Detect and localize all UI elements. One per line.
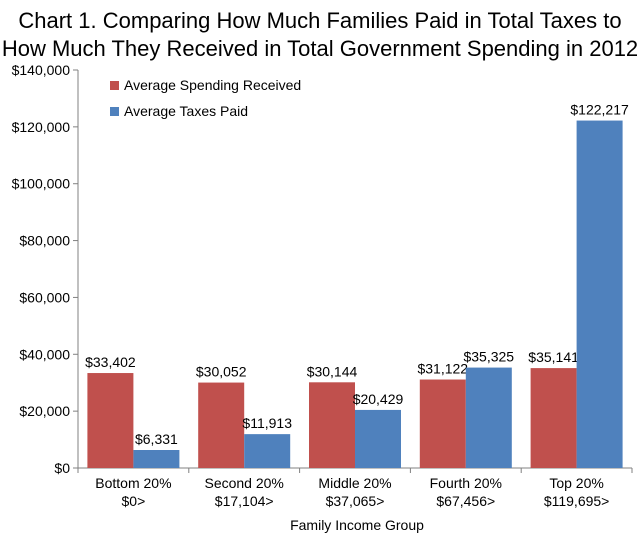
legend: Average Spending Received Average Taxes P…	[110, 77, 301, 119]
bar-spending	[87, 373, 134, 468]
x-tick-label: Bottom 20%	[95, 475, 171, 491]
legend-swatch	[110, 107, 119, 116]
y-tick-label: $0	[54, 460, 70, 476]
x-tick-label: Fourth 20%	[430, 475, 502, 491]
data-label: $122,217	[570, 102, 629, 118]
y-tick-label: $140,000	[12, 62, 71, 78]
y-tick-label: $120,000	[12, 119, 71, 135]
x-tick-label: Second 20%	[204, 475, 283, 491]
data-label: $35,141	[528, 349, 579, 365]
data-label: $33,402	[85, 354, 136, 370]
data-label: $35,325	[463, 349, 514, 365]
plot-area: $0 $20,000 $40,000 $60,000 $80,000 $100,000 $1…	[12, 62, 633, 509]
x-axis-title: Family Income Group	[290, 517, 424, 533]
bar-taxes	[465, 367, 512, 468]
bar-taxes	[576, 120, 623, 468]
y-tick-label: $60,000	[19, 289, 70, 305]
x-tick-label: $17,104>	[215, 493, 274, 509]
data-label: $30,144	[307, 363, 358, 379]
x-tick-label: Middle 20%	[318, 475, 391, 491]
data-label: $11,913	[242, 415, 292, 431]
bar-spending	[419, 379, 466, 468]
bar-taxes	[355, 409, 401, 468]
y-tick-label: $80,000	[19, 233, 70, 249]
bar-spending	[530, 368, 577, 468]
bar-spending	[198, 382, 245, 468]
x-tick-label: $37,065>	[326, 493, 385, 509]
legend-swatch	[110, 81, 119, 90]
data-label: $30,052	[196, 364, 247, 380]
legend-label: Average Taxes Paid	[124, 103, 248, 119]
chart-title: Chart 1. Comparing How Much Families Pai…	[2, 8, 638, 61]
legend-label: Average Spending Received	[124, 77, 301, 93]
bar-spending	[309, 382, 355, 468]
bar-taxes	[133, 450, 180, 468]
y-tick-label: $100,000	[12, 176, 71, 192]
data-label: $31,122	[417, 361, 468, 377]
chart-title-line-1: Chart 1. Comparing How Much Families Pai…	[18, 8, 621, 33]
x-tick-label: $0>	[122, 493, 146, 509]
y-tick-label: $40,000	[19, 346, 70, 362]
x-tick-label: $67,456>	[436, 493, 495, 509]
x-tick-label: Top 20%	[549, 475, 603, 491]
x-tick-label: $119,695>	[544, 493, 610, 509]
data-label: $6,331	[135, 431, 178, 447]
chart-title-line-2: How Much They Received in Total Governme…	[2, 36, 638, 61]
data-label: $20,429	[353, 391, 404, 407]
y-tick-label: $20,000	[19, 403, 70, 419]
bar-taxes	[244, 434, 291, 468]
